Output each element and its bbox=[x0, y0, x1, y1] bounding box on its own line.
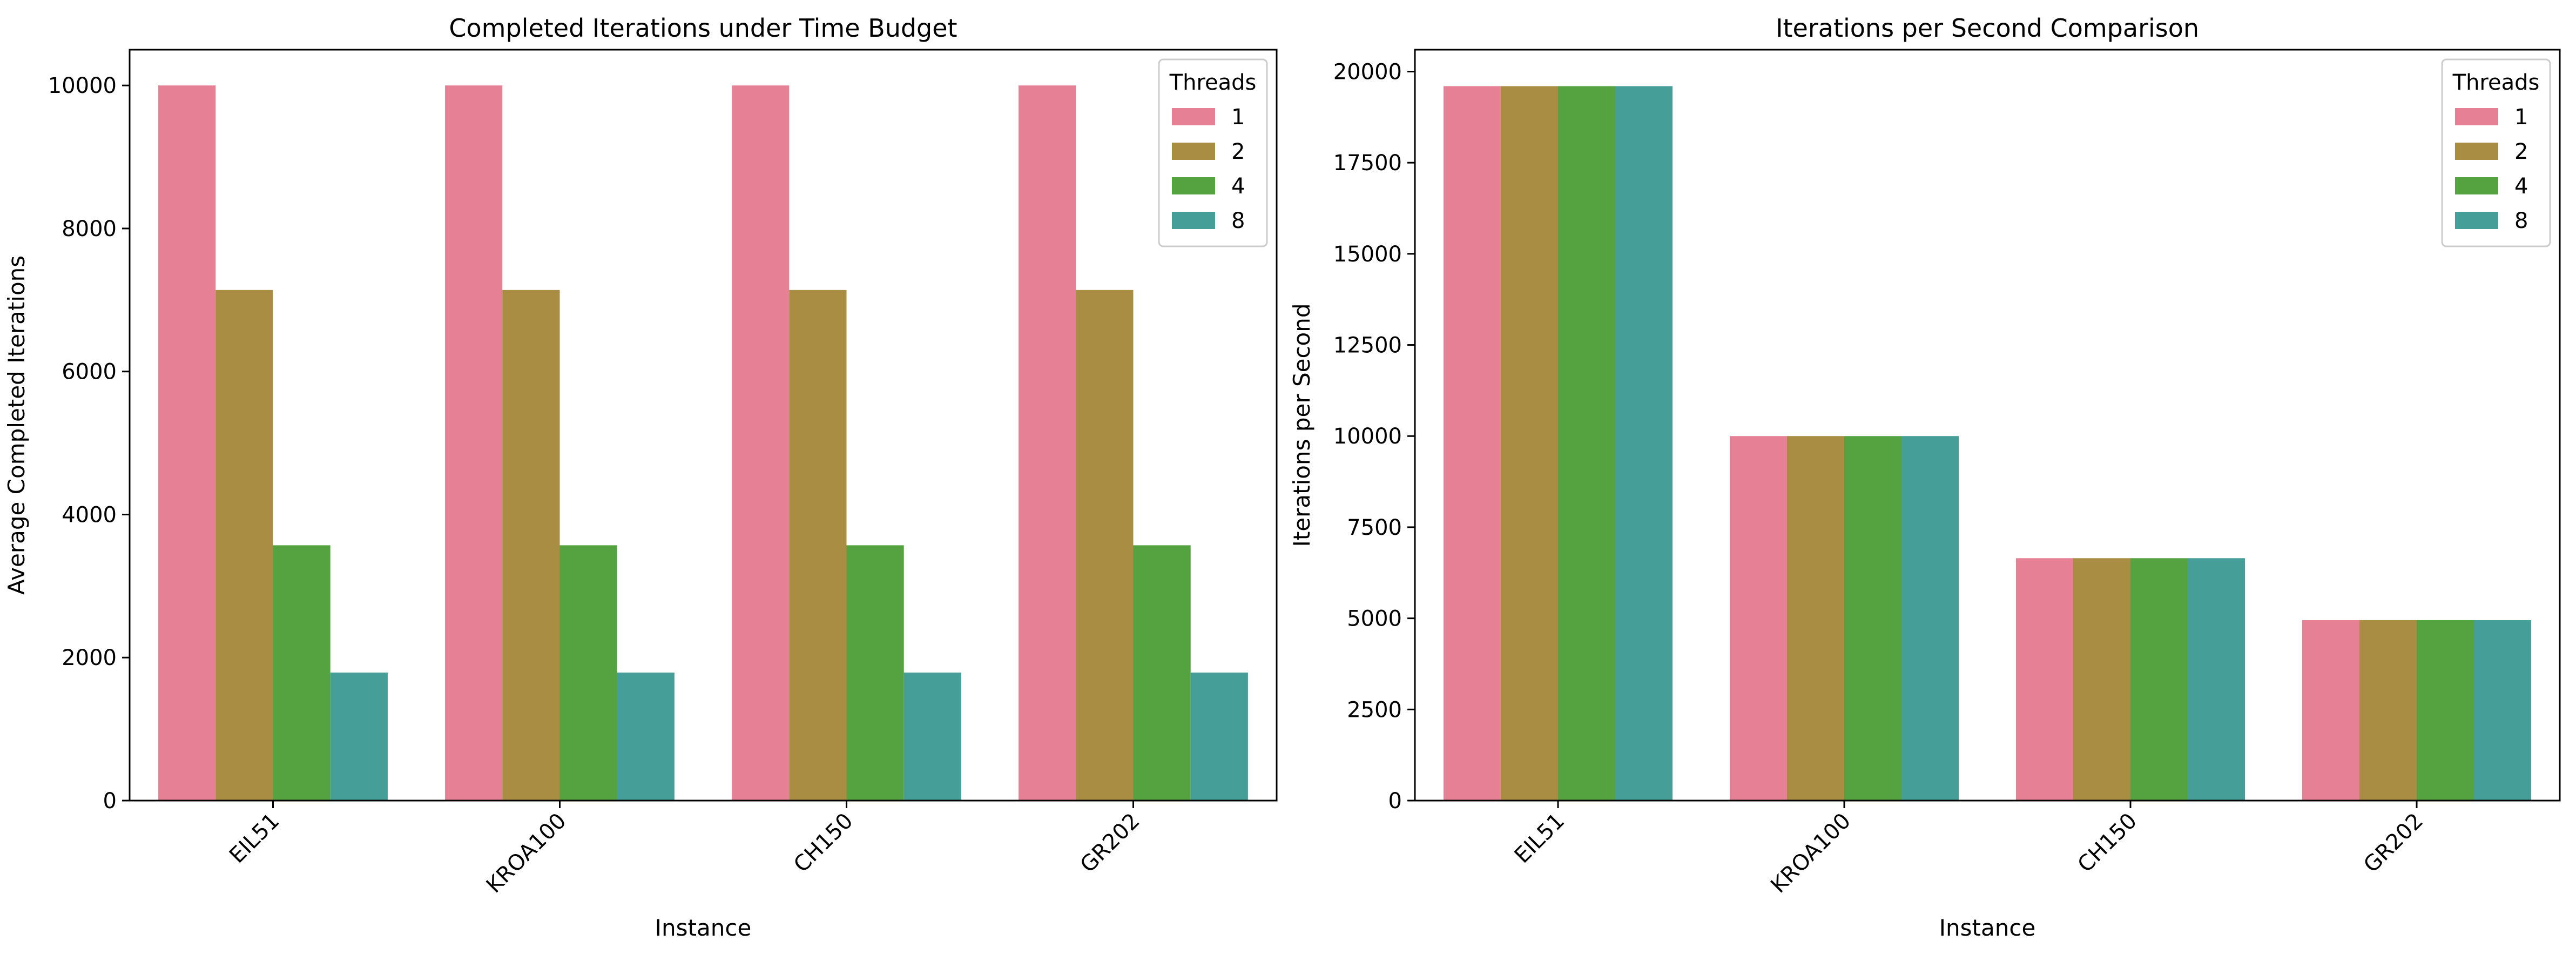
plot-frame bbox=[129, 49, 1278, 802]
bar-ch150-threads-4 bbox=[2130, 558, 2188, 801]
bar-eil51-threads-4 bbox=[1558, 86, 1615, 801]
bar-kroa100-threads-2 bbox=[1787, 436, 1844, 801]
legend-swatch-2 bbox=[2455, 143, 2498, 160]
x-tick-label: CH150 bbox=[789, 809, 858, 878]
bar-gr202-threads-8 bbox=[2474, 620, 2531, 801]
bar-kroa100-threads-8 bbox=[1901, 436, 1959, 801]
x-tick-label: EIL51 bbox=[225, 809, 284, 868]
x-tick-label: KROA100 bbox=[1766, 809, 1856, 898]
bar-gr202-threads-4 bbox=[2417, 620, 2474, 801]
bar-ch150-threads-1 bbox=[2016, 558, 2073, 801]
x-axis-label: Instance bbox=[655, 915, 752, 941]
legend: Threads 1 2 4 8 bbox=[2441, 58, 2551, 247]
bar-eil51-threads-1 bbox=[1444, 86, 1501, 801]
legend-swatch-1 bbox=[2455, 108, 2498, 125]
y-tick-label: 10000 bbox=[48, 73, 117, 98]
bar-kroa100-threads-4 bbox=[1844, 436, 1901, 801]
bars bbox=[1444, 86, 2531, 801]
x-tick-label: GR202 bbox=[2359, 809, 2428, 878]
bar-ch150-threads-4 bbox=[846, 545, 904, 801]
bar-kroa100-threads-1 bbox=[1730, 436, 1787, 801]
y-tick-label: 2500 bbox=[1347, 697, 1402, 722]
plot-frame bbox=[1414, 49, 2561, 802]
legend-swatch-2 bbox=[1172, 143, 1215, 160]
chart-iterations-per-second: Iterations per Second Comparison 0 2500 500… bbox=[1289, 14, 2561, 941]
bar-eil51-threads-8 bbox=[330, 673, 388, 801]
legend-swatch-1 bbox=[1172, 108, 1215, 125]
legend-label-1: 1 bbox=[1231, 105, 1245, 130]
x-tick-label: GR202 bbox=[1075, 809, 1144, 878]
bar-kroa100-threads-8 bbox=[617, 673, 675, 801]
bar-ch150-threads-8 bbox=[2188, 558, 2245, 801]
y-tick-label: 5000 bbox=[1347, 607, 1402, 631]
x-tick-label: EIL51 bbox=[1510, 809, 1569, 868]
x-axis-label: Instance bbox=[1939, 915, 2036, 941]
bar-eil51-threads-4 bbox=[273, 545, 331, 801]
y-tick-label: 10000 bbox=[1333, 424, 1402, 449]
x-tick-label: KROA100 bbox=[482, 809, 571, 898]
y-tick-label: 6000 bbox=[62, 360, 117, 385]
bar-gr202-threads-2 bbox=[2359, 620, 2417, 801]
legend-swatch-8 bbox=[1172, 212, 1215, 229]
y-tick-label: 0 bbox=[1388, 789, 1402, 814]
legend-label-4: 4 bbox=[1231, 174, 1245, 199]
legend-label-1: 1 bbox=[2514, 105, 2528, 130]
chart-completed-iterations: Completed Iterations under Time Budget 0 2… bbox=[3, 14, 1278, 941]
bar-eil51-threads-2 bbox=[1501, 86, 1558, 801]
y-tick-label: 2000 bbox=[62, 646, 117, 670]
bar-gr202-threads-1 bbox=[2302, 620, 2359, 801]
legend-label-2: 2 bbox=[1231, 139, 1245, 164]
bar-eil51-threads-2 bbox=[215, 290, 273, 801]
bar-ch150-threads-1 bbox=[732, 85, 790, 801]
bar-gr202-threads-8 bbox=[1190, 673, 1248, 801]
bar-gr202-threads-1 bbox=[1019, 85, 1076, 801]
legend-title: Threads bbox=[1169, 70, 1257, 95]
chart-title: Completed Iterations under Time Budget bbox=[449, 14, 957, 43]
bar-eil51-threads-1 bbox=[158, 85, 216, 801]
y-tick-label: 4000 bbox=[62, 502, 117, 527]
y-axis-label: Average Completed Iterations bbox=[3, 256, 30, 595]
bar-gr202-threads-2 bbox=[1076, 290, 1134, 801]
bar-ch150-threads-2 bbox=[789, 290, 847, 801]
legend-title: Threads bbox=[2452, 70, 2540, 95]
bars bbox=[158, 85, 1248, 801]
y-axis-label: Iterations per Second bbox=[1289, 303, 1315, 547]
y-tick-label: 17500 bbox=[1333, 151, 1402, 176]
legend-swatch-8 bbox=[2455, 212, 2498, 229]
bar-ch150-threads-8 bbox=[903, 673, 961, 801]
chart-title: Iterations per Second Comparison bbox=[1776, 14, 2199, 43]
bar-kroa100-threads-4 bbox=[559, 545, 617, 801]
legend-swatch-4 bbox=[1172, 177, 1215, 194]
legend-label-4: 4 bbox=[2514, 174, 2528, 199]
legend: Threads 1 2 4 8 bbox=[1158, 58, 1268, 247]
bar-kroa100-threads-1 bbox=[445, 85, 503, 801]
legend-label-2: 2 bbox=[2514, 139, 2528, 164]
legend-label-8: 8 bbox=[1231, 209, 1245, 233]
legend-label-8: 8 bbox=[2514, 209, 2528, 233]
y-tick-label: 15000 bbox=[1333, 242, 1402, 267]
x-tick-label: CH150 bbox=[2073, 809, 2142, 878]
y-tick-label: 12500 bbox=[1333, 333, 1402, 358]
y-tick-label: 8000 bbox=[62, 217, 117, 241]
y-tick-label: 7500 bbox=[1347, 515, 1402, 540]
bar-ch150-threads-2 bbox=[2073, 558, 2130, 801]
bar-kroa100-threads-2 bbox=[502, 290, 560, 801]
y-tick-label: 20000 bbox=[1333, 59, 1402, 84]
bar-eil51-threads-8 bbox=[1615, 86, 1673, 801]
bar-gr202-threads-4 bbox=[1133, 545, 1191, 801]
y-tick-label: 0 bbox=[103, 789, 117, 814]
legend-swatch-4 bbox=[2455, 177, 2498, 194]
